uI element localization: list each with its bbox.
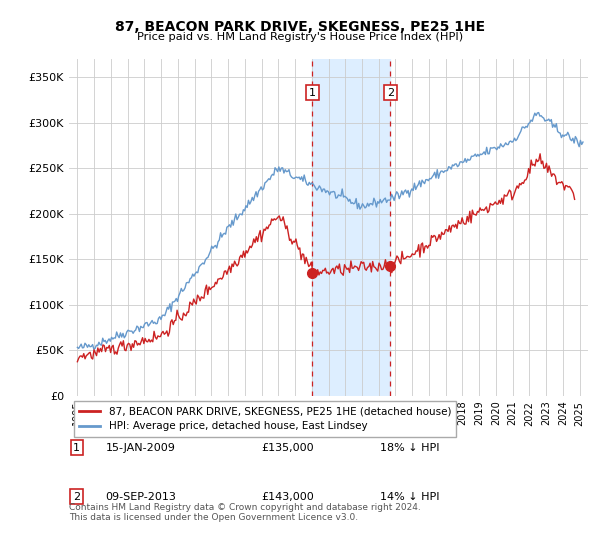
Text: 09-SEP-2013: 09-SEP-2013 bbox=[106, 492, 176, 502]
Text: Contains HM Land Registry data © Crown copyright and database right 2024.
This d: Contains HM Land Registry data © Crown c… bbox=[69, 503, 421, 522]
Text: 14% ↓ HPI: 14% ↓ HPI bbox=[380, 492, 440, 502]
Text: 2: 2 bbox=[387, 87, 394, 97]
Text: 15-JAN-2009: 15-JAN-2009 bbox=[106, 442, 175, 452]
Text: 18% ↓ HPI: 18% ↓ HPI bbox=[380, 442, 440, 452]
Text: 1: 1 bbox=[309, 87, 316, 97]
Text: £135,000: £135,000 bbox=[261, 442, 314, 452]
Text: Price paid vs. HM Land Registry's House Price Index (HPI): Price paid vs. HM Land Registry's House … bbox=[137, 32, 463, 43]
Bar bbox=[313, 59, 390, 396]
Text: £143,000: £143,000 bbox=[261, 492, 314, 502]
Text: 2: 2 bbox=[73, 492, 80, 502]
Text: 87, BEACON PARK DRIVE, SKEGNESS, PE25 1HE: 87, BEACON PARK DRIVE, SKEGNESS, PE25 1H… bbox=[115, 20, 485, 34]
Legend: 87, BEACON PARK DRIVE, SKEGNESS, PE25 1HE (detached house), HPI: Average price, : 87, BEACON PARK DRIVE, SKEGNESS, PE25 1H… bbox=[74, 401, 456, 437]
Text: 1: 1 bbox=[73, 442, 80, 452]
